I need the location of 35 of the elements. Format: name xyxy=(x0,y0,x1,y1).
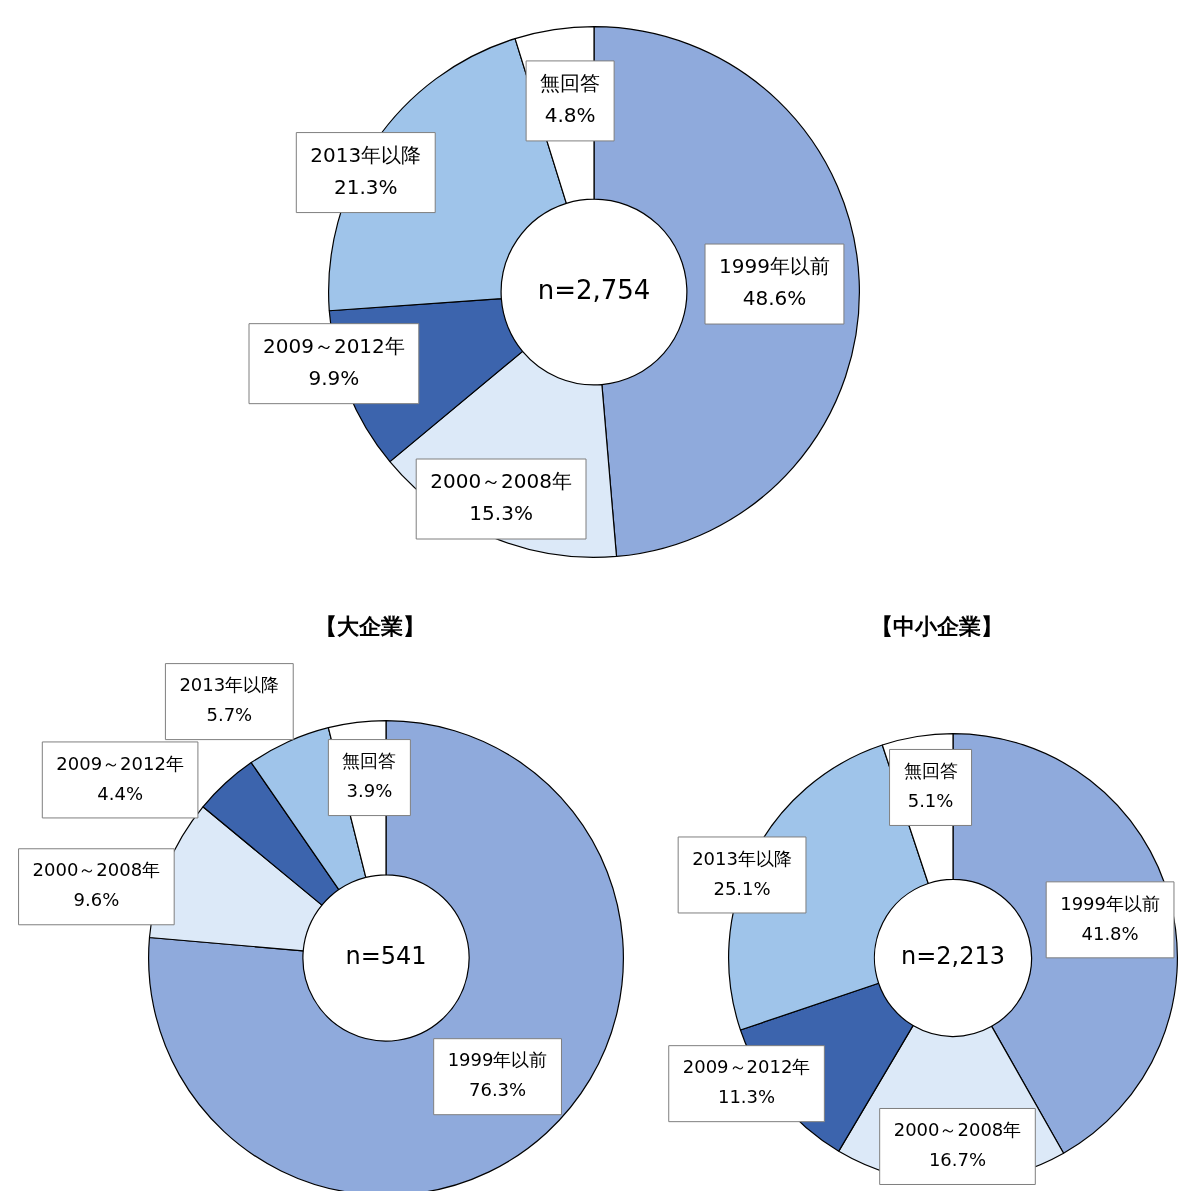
data-label: 16.7% xyxy=(928,1149,987,1171)
slice-label: 無回答 xyxy=(903,760,958,782)
slice-label: 2009～2012年 xyxy=(682,1056,811,1078)
slice-label: 無回答 xyxy=(540,71,601,96)
text: n=2,754 xyxy=(537,274,651,305)
data-label: 48.6% xyxy=(742,286,807,311)
data-label: 15.3% xyxy=(469,501,533,526)
slice-label: 1999年以前 xyxy=(1060,892,1160,914)
data-label: 41.8% xyxy=(1081,922,1139,944)
slice-label: 1999年以前 xyxy=(447,1049,548,1071)
data-label: 21.3% xyxy=(333,174,398,199)
data-label: 11.3% xyxy=(717,1086,776,1108)
slice-label: 2000～2008年 xyxy=(893,1119,1022,1141)
chart-title: 【大企業】 xyxy=(315,613,425,639)
text: n=541 xyxy=(345,942,427,971)
data-label: 25.1% xyxy=(713,877,771,899)
data-label: 76.3% xyxy=(468,1079,527,1101)
slice-label: 2009～2012年 xyxy=(263,333,405,358)
slice-label: 2000～2008年 xyxy=(32,859,161,881)
data-label: 4.8% xyxy=(544,103,596,128)
slice-label: 2000～2008年 xyxy=(430,469,573,494)
data-label: 5.1% xyxy=(907,790,954,812)
slice-label: 2013年以降 xyxy=(692,847,792,869)
data-label: 5.7% xyxy=(206,704,253,726)
chart-title: 【中小企業】 xyxy=(871,613,1003,639)
slice-label: 2013年以降 xyxy=(179,674,280,696)
text: n=2,213 xyxy=(900,942,1006,971)
slice-label: 1999年以前 xyxy=(719,254,830,279)
data-label: 3.9% xyxy=(346,780,393,802)
slice-label: 2013年以降 xyxy=(310,142,422,167)
slice-label: 無回答 xyxy=(342,750,397,772)
slice-label: 2009～2012年 xyxy=(56,752,184,774)
data-label: 9.9% xyxy=(308,365,360,390)
data-label: 4.4% xyxy=(97,782,143,804)
data-label: 9.6% xyxy=(73,889,120,911)
